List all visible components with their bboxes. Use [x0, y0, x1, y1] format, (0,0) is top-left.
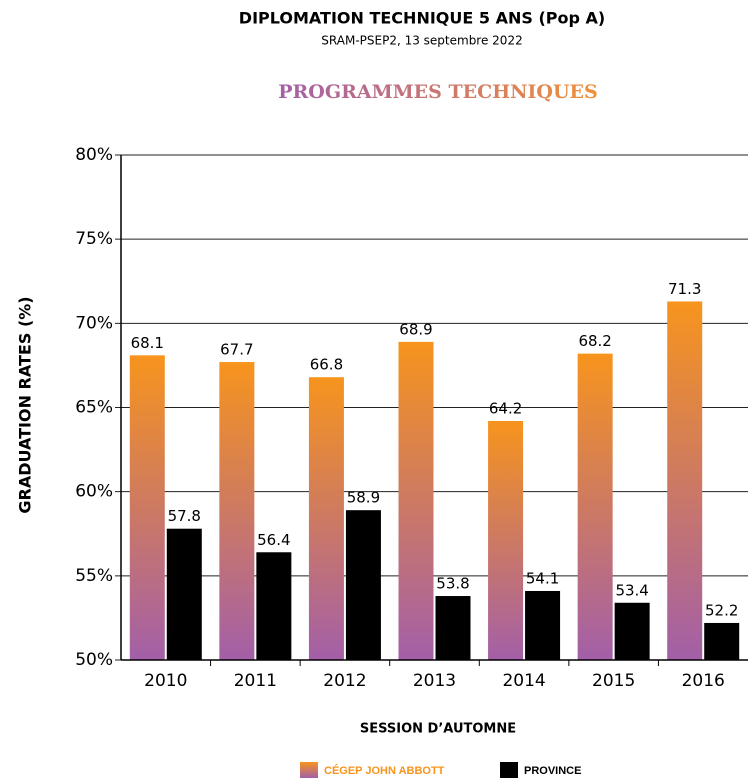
- legend-label: PROVINCE: [524, 765, 581, 777]
- value-label: 53.4: [615, 581, 648, 599]
- x-tick-label: 2011: [234, 671, 277, 691]
- x-tick-label: 2015: [592, 671, 635, 691]
- value-label: 54.1: [526, 569, 559, 587]
- legend-swatch: [300, 762, 318, 778]
- x-tick-label: 2014: [502, 671, 545, 691]
- bar: [219, 362, 255, 660]
- bar: [488, 420, 524, 660]
- value-label: 68.2: [578, 332, 611, 350]
- y-tick-label: 65%: [75, 398, 113, 418]
- value-label: 64.2: [489, 399, 522, 417]
- x-tick-label: 2013: [413, 671, 456, 691]
- bar: [704, 622, 740, 660]
- bar: [435, 596, 471, 660]
- y-tick-label: 50%: [75, 650, 113, 670]
- bar: [256, 552, 292, 660]
- x-tick-label: 2012: [323, 671, 366, 691]
- bar: [667, 301, 703, 660]
- chart-subtitle: SRAM-PSEP2, 13 septembre 2022: [321, 34, 522, 48]
- value-label: 57.8: [168, 507, 201, 525]
- bar: [166, 528, 202, 660]
- bar: [525, 590, 561, 660]
- x-axis-label: SESSION D’AUTOMNE: [360, 722, 516, 737]
- y-axis-label: GRADUATION RATES (%): [16, 296, 35, 513]
- y-tick-label: 60%: [75, 482, 113, 502]
- bar: [614, 602, 650, 660]
- value-label: 71.3: [668, 280, 701, 298]
- value-label: 53.8: [436, 575, 469, 593]
- y-tick-label: 55%: [75, 566, 113, 586]
- value-label: 58.9: [347, 489, 380, 507]
- value-label: 68.1: [131, 334, 164, 352]
- legend-label: CÉGEP JOHN ABBOTT: [324, 764, 445, 777]
- legend-swatch: [500, 762, 518, 778]
- bar: [345, 510, 381, 660]
- bar: [577, 353, 613, 660]
- bar: [398, 341, 434, 660]
- chart-title: DIPLOMATION TECHNIQUE 5 ANS (Pop A): [239, 9, 605, 28]
- bar: [308, 377, 344, 660]
- chart-heading: PROGRAMMES TECHNIQUES: [278, 81, 598, 103]
- bar: [129, 355, 165, 660]
- x-tick-label: 2010: [144, 671, 187, 691]
- y-tick-label: 70%: [75, 313, 113, 333]
- value-label: 66.8: [310, 356, 343, 374]
- value-label: 68.9: [399, 320, 432, 338]
- value-label: 56.4: [257, 531, 290, 549]
- y-tick-label: 75%: [75, 229, 113, 249]
- x-tick-label: 2016: [682, 671, 725, 691]
- value-label: 67.7: [220, 341, 253, 359]
- value-label: 52.2: [705, 601, 738, 619]
- y-tick-label: 80%: [75, 145, 113, 165]
